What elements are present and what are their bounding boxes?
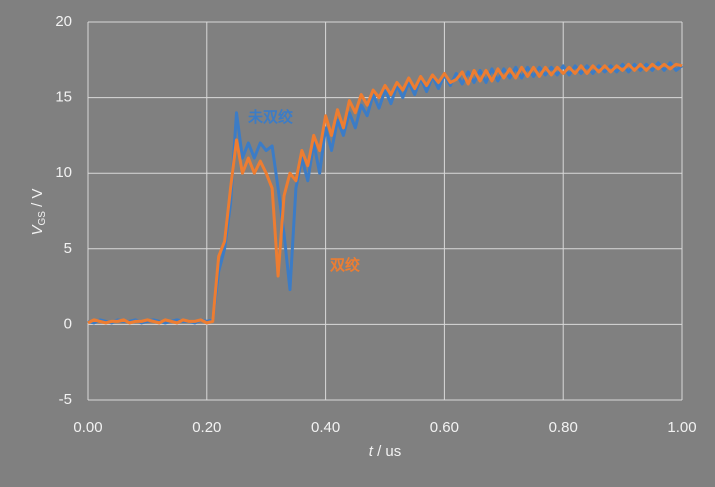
y-tick-label: 0 (64, 315, 72, 332)
x-tick-label: 0.80 (549, 419, 578, 436)
x-tick-label: 0.60 (430, 419, 459, 436)
x-tick-label: 1.00 (667, 419, 696, 436)
x-tick-label: 0.00 (73, 419, 102, 436)
y-label-unit: / V (29, 189, 46, 212)
x-axis-label: t / us (369, 443, 402, 460)
x-tick-label: 0.40 (311, 419, 340, 436)
series-label: 双绞 (330, 256, 360, 274)
y-tick-label: 15 (55, 89, 72, 106)
series-label: 未双绞 (247, 108, 293, 126)
y-label-var: V (29, 223, 46, 235)
x-tick-label: 0.20 (192, 419, 221, 436)
series-line (87, 62, 683, 325)
y-tick-label: 5 (64, 240, 72, 257)
x-label-var: t (369, 443, 374, 460)
y-label-sub: GS (37, 211, 48, 226)
y-tick-label: 10 (55, 164, 72, 181)
x-label-unit: / us (373, 443, 401, 460)
y-tick-label: -5 (59, 391, 72, 408)
y-tick-label: 20 (55, 13, 72, 30)
y-axis-label: VGS / V (29, 189, 48, 236)
